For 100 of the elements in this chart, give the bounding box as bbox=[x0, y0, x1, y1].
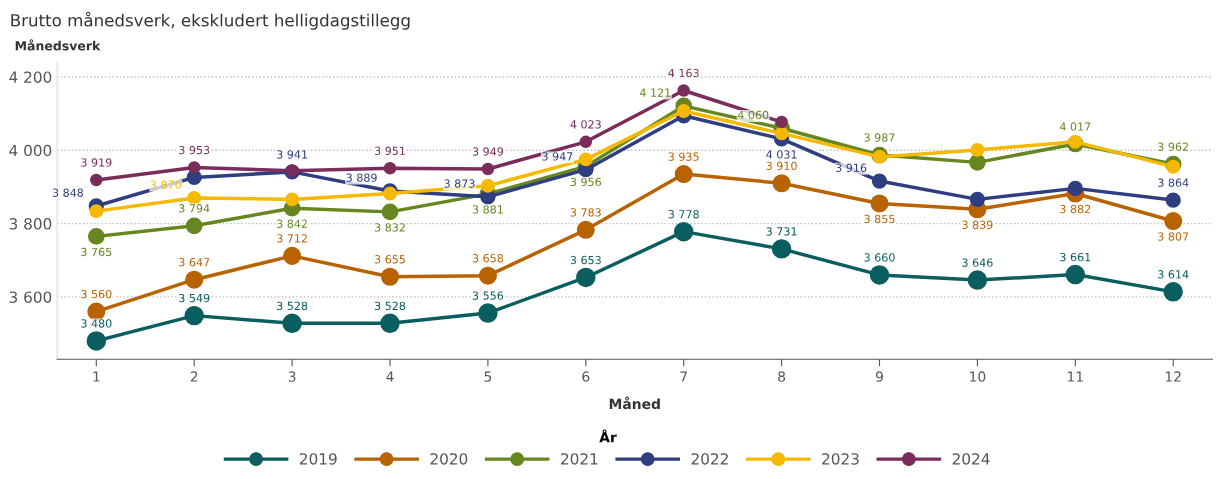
data-label: 3 881 bbox=[472, 205, 503, 214]
data-label: 3 949 bbox=[472, 147, 504, 156]
chart-subtitle: Brutto månedsverk, ekskludert helligdagstillegg bbox=[11, 11, 410, 30]
data-label: 4 023 bbox=[570, 120, 601, 129]
legend-label: 2019 bbox=[299, 453, 337, 465]
x-tick-label: 7 bbox=[680, 371, 687, 382]
data-label: 3 614 bbox=[1158, 270, 1189, 279]
data-label: 3 953 bbox=[179, 145, 210, 155]
point bbox=[187, 161, 201, 174]
x-tick-label: 11 bbox=[1067, 371, 1083, 382]
point bbox=[1067, 180, 1083, 197]
data-label: 3 848 bbox=[52, 188, 84, 197]
data-label: 3 807 bbox=[1158, 232, 1189, 241]
point bbox=[576, 220, 595, 239]
point bbox=[967, 270, 988, 290]
data-label: 4 163 bbox=[668, 68, 699, 78]
point bbox=[578, 152, 593, 167]
legend-title: År bbox=[599, 429, 617, 443]
y-tick-label: 4 200 bbox=[9, 71, 52, 83]
data-label: 3 889 bbox=[346, 173, 377, 182]
point bbox=[1166, 159, 1181, 174]
data-label: 3 947 bbox=[542, 152, 573, 161]
x-tick-label: 1 bbox=[93, 371, 100, 382]
y-tick-label: 3 800 bbox=[9, 218, 52, 230]
x-tick-label: 5 bbox=[484, 371, 492, 382]
data-label: 3 528 bbox=[277, 301, 308, 311]
point bbox=[871, 173, 888, 189]
data-label: 3 765 bbox=[81, 247, 112, 257]
point bbox=[481, 162, 495, 176]
point bbox=[869, 265, 890, 285]
point bbox=[187, 190, 202, 205]
y-tick-label: 4 000 bbox=[9, 144, 52, 157]
data-label: 3 864 bbox=[1158, 178, 1189, 187]
point bbox=[775, 115, 788, 129]
data-label: 3 783 bbox=[570, 208, 601, 217]
data-label: 4 031 bbox=[766, 150, 797, 159]
data-label: 3 480 bbox=[81, 319, 112, 328]
point bbox=[774, 126, 789, 141]
point bbox=[185, 217, 203, 235]
data-label: 4 121 bbox=[639, 88, 671, 97]
point bbox=[673, 221, 694, 242]
data-label: 3 951 bbox=[374, 146, 405, 155]
data-label: 3 832 bbox=[374, 223, 405, 232]
data-label: 3 839 bbox=[962, 220, 993, 230]
data-label: 3 712 bbox=[277, 234, 307, 243]
legend-label: 2022 bbox=[691, 453, 728, 465]
x-tick-label: 9 bbox=[875, 371, 883, 382]
y-axis-title: Månedsverk bbox=[15, 39, 101, 51]
data-label: 3 916 bbox=[836, 163, 867, 172]
data-label: 3 647 bbox=[179, 258, 210, 267]
data-label: 3 842 bbox=[277, 219, 307, 228]
point bbox=[478, 266, 497, 285]
legend-label: 2021 bbox=[561, 453, 598, 465]
point bbox=[380, 313, 400, 334]
point bbox=[676, 104, 691, 118]
point bbox=[969, 191, 986, 208]
data-label: 3 956 bbox=[570, 177, 602, 187]
legend-label: 2024 bbox=[952, 453, 990, 465]
point bbox=[969, 154, 986, 171]
data-label: 3 941 bbox=[277, 150, 307, 159]
data-label: 3 658 bbox=[472, 253, 504, 263]
data-label: 3 987 bbox=[864, 133, 895, 142]
point bbox=[674, 165, 693, 184]
point bbox=[870, 194, 889, 213]
data-label: 3 661 bbox=[1060, 252, 1091, 262]
data-label: 3 855 bbox=[864, 214, 895, 224]
legend-label: 2023 bbox=[822, 453, 859, 465]
data-label: 3 646 bbox=[962, 258, 993, 267]
point bbox=[478, 303, 498, 323]
x-tick-label: 10 bbox=[970, 371, 986, 382]
point bbox=[576, 267, 596, 288]
point bbox=[381, 203, 399, 221]
y-tick-label: 3 600 bbox=[9, 291, 52, 303]
point bbox=[1068, 134, 1083, 149]
point bbox=[579, 135, 593, 149]
x-tick-label: 6 bbox=[582, 371, 590, 382]
legend-label: 2020 bbox=[430, 453, 468, 465]
point bbox=[1164, 211, 1183, 231]
point bbox=[283, 246, 302, 265]
data-label: 3 556 bbox=[472, 291, 504, 300]
point bbox=[480, 178, 495, 193]
point bbox=[771, 239, 792, 259]
data-label: 3 870 bbox=[150, 180, 181, 189]
data-label: 4 017 bbox=[1059, 122, 1091, 131]
point bbox=[1163, 282, 1183, 302]
data-label: 3 549 bbox=[179, 293, 210, 303]
point bbox=[970, 142, 985, 157]
x-tick-label: 2 bbox=[190, 371, 198, 382]
point bbox=[772, 174, 791, 193]
data-label: 3 873 bbox=[444, 179, 475, 188]
data-label: 3 778 bbox=[668, 209, 699, 219]
point bbox=[1065, 264, 1086, 285]
point bbox=[87, 228, 105, 245]
data-label: 3 528 bbox=[374, 301, 406, 311]
point bbox=[380, 267, 400, 286]
data-label: 3 655 bbox=[374, 255, 405, 264]
point bbox=[90, 173, 103, 187]
point bbox=[677, 84, 690, 97]
x-tick-label: 12 bbox=[1165, 371, 1181, 382]
point bbox=[185, 270, 204, 289]
